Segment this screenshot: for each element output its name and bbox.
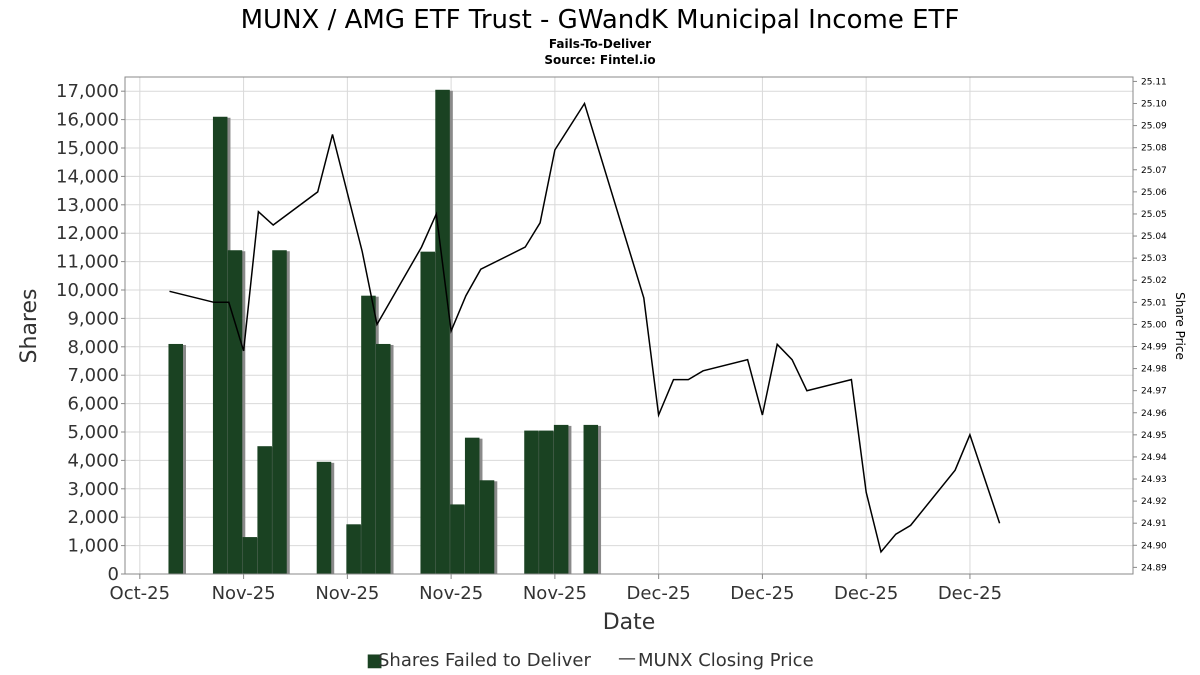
y2-tick-label: 24.96 — [1141, 409, 1167, 419]
legend-line-marker: — — [618, 648, 636, 669]
fail-bar — [376, 343, 391, 574]
price-line — [169, 101, 1001, 554]
x-tick-label: Dec-25 — [938, 583, 1002, 604]
y-tick-label: 14,000 — [56, 166, 119, 187]
legend-line-label: MUNX Closing Price — [638, 650, 814, 671]
y2-tick-label: 25.03 — [1141, 254, 1167, 264]
x-tick-label: Dec-25 — [627, 583, 691, 604]
fail-bar — [450, 504, 465, 574]
y2-tick-label: 24.99 — [1141, 342, 1167, 352]
fail-bar — [420, 251, 435, 574]
line-series — [169, 101, 1001, 554]
y-tick-label: 7,000 — [67, 365, 119, 386]
y-tick-label: 8,000 — [67, 337, 119, 358]
chart-source: Source: Fintel.io — [544, 53, 655, 67]
y2-tick-label: 25.09 — [1141, 122, 1167, 132]
y-tick-label: 13,000 — [56, 195, 119, 216]
y-tick-label: 12,000 — [56, 223, 119, 244]
fail-bar — [227, 250, 243, 575]
y-tick-label: 5,000 — [67, 422, 119, 443]
x-tick-label: Dec-25 — [730, 583, 794, 604]
y2-tick-label: 24.97 — [1141, 387, 1167, 397]
legend-bar-marker: ■ — [366, 650, 383, 671]
chart-title: MUNX / AMG ETF Trust - GWandK Municipal … — [241, 5, 960, 35]
fail-bar — [435, 89, 450, 574]
y2-tick-label: 25.02 — [1141, 276, 1167, 286]
y2-tick-label: 25.05 — [1141, 210, 1167, 220]
x-tick-label: Nov-25 — [212, 583, 276, 604]
fail-bar — [553, 424, 569, 574]
y-tick-label: 3,000 — [67, 479, 119, 500]
y-axis-left: 0 1,000 2,000 3,000 4,000 5,000 6,000 7,000 8,00… — [56, 81, 125, 585]
fail-bar — [212, 116, 228, 574]
x-axis: Oct-25 Nov-25 Nov-25 Nov-25 Nov-25 Dec-25 Dec-… — [110, 574, 1002, 604]
fail-bar — [257, 446, 272, 574]
y2-tick-label: 25.06 — [1141, 188, 1167, 198]
x-tick-label: Nov-25 — [419, 583, 483, 604]
y2-tick-label: 25.11 — [1141, 77, 1167, 87]
legend-bar-label: Shares Failed to Deliver — [378, 650, 591, 671]
y-tick-label: 2,000 — [67, 507, 119, 528]
y-tick-label: 16,000 — [56, 110, 119, 131]
y-tick-label: 0 — [108, 564, 119, 585]
y2-tick-label: 24.93 — [1141, 475, 1167, 485]
y2-tick-label: 24.95 — [1141, 431, 1167, 441]
y2-axis-label: Share Price — [1173, 292, 1187, 360]
y2-tick-label: 24.89 — [1141, 563, 1167, 573]
y-tick-label: 11,000 — [56, 252, 119, 273]
y2-tick-label: 25.00 — [1141, 320, 1167, 330]
fail-bar — [242, 537, 258, 574]
y2-tick-label: 25.04 — [1141, 232, 1167, 242]
fail-bar — [583, 424, 599, 574]
y-tick-label: 15,000 — [56, 138, 119, 159]
fail-bar — [479, 480, 495, 574]
y2-tick-label: 24.94 — [1141, 453, 1167, 463]
plot-frame — [124, 76, 1134, 575]
fail-bar — [346, 524, 361, 574]
fail-bar — [361, 295, 376, 574]
y-axis-label: Shares — [17, 289, 42, 364]
y-axis-right: 24.89 24.90 24.91 24.92 24.93 24.94 24.95 24.96… — [1133, 77, 1167, 573]
y-tick-label: 10,000 — [56, 280, 119, 301]
fail-bar — [464, 437, 480, 574]
fail-bar — [316, 461, 332, 574]
y-tick-label: 4,000 — [67, 450, 119, 471]
y2-tick-label: 25.08 — [1141, 144, 1167, 154]
fail-bar — [524, 430, 539, 574]
fail-bar — [168, 343, 183, 574]
x-tick-label: Nov-25 — [523, 583, 587, 604]
bar-series — [168, 89, 602, 575]
x-axis-label: Date — [603, 610, 656, 635]
y-tick-label: 17,000 — [56, 81, 119, 102]
fail-bar — [539, 430, 554, 574]
x-tick-label: Dec-25 — [834, 583, 898, 604]
y2-tick-label: 24.98 — [1141, 365, 1167, 375]
y-tick-label: 6,000 — [67, 394, 119, 415]
y2-tick-label: 24.91 — [1141, 519, 1167, 529]
fail-bar — [272, 250, 287, 575]
y2-tick-label: 24.92 — [1141, 497, 1167, 507]
y2-tick-label: 24.90 — [1141, 541, 1167, 551]
legend: ■ Shares Failed to Deliver — MUNX Closin… — [366, 648, 814, 671]
y2-tick-label: 25.10 — [1141, 100, 1167, 110]
chart-subtitle: Fails-To-Deliver — [549, 37, 651, 51]
x-tick-label: Nov-25 — [315, 583, 379, 604]
y2-tick-label: 25.01 — [1141, 298, 1167, 308]
x-tick-label: Oct-25 — [110, 583, 171, 604]
y-tick-label: 9,000 — [67, 308, 119, 329]
y-tick-label: 1,000 — [67, 536, 119, 557]
y2-tick-label: 25.07 — [1141, 166, 1167, 176]
